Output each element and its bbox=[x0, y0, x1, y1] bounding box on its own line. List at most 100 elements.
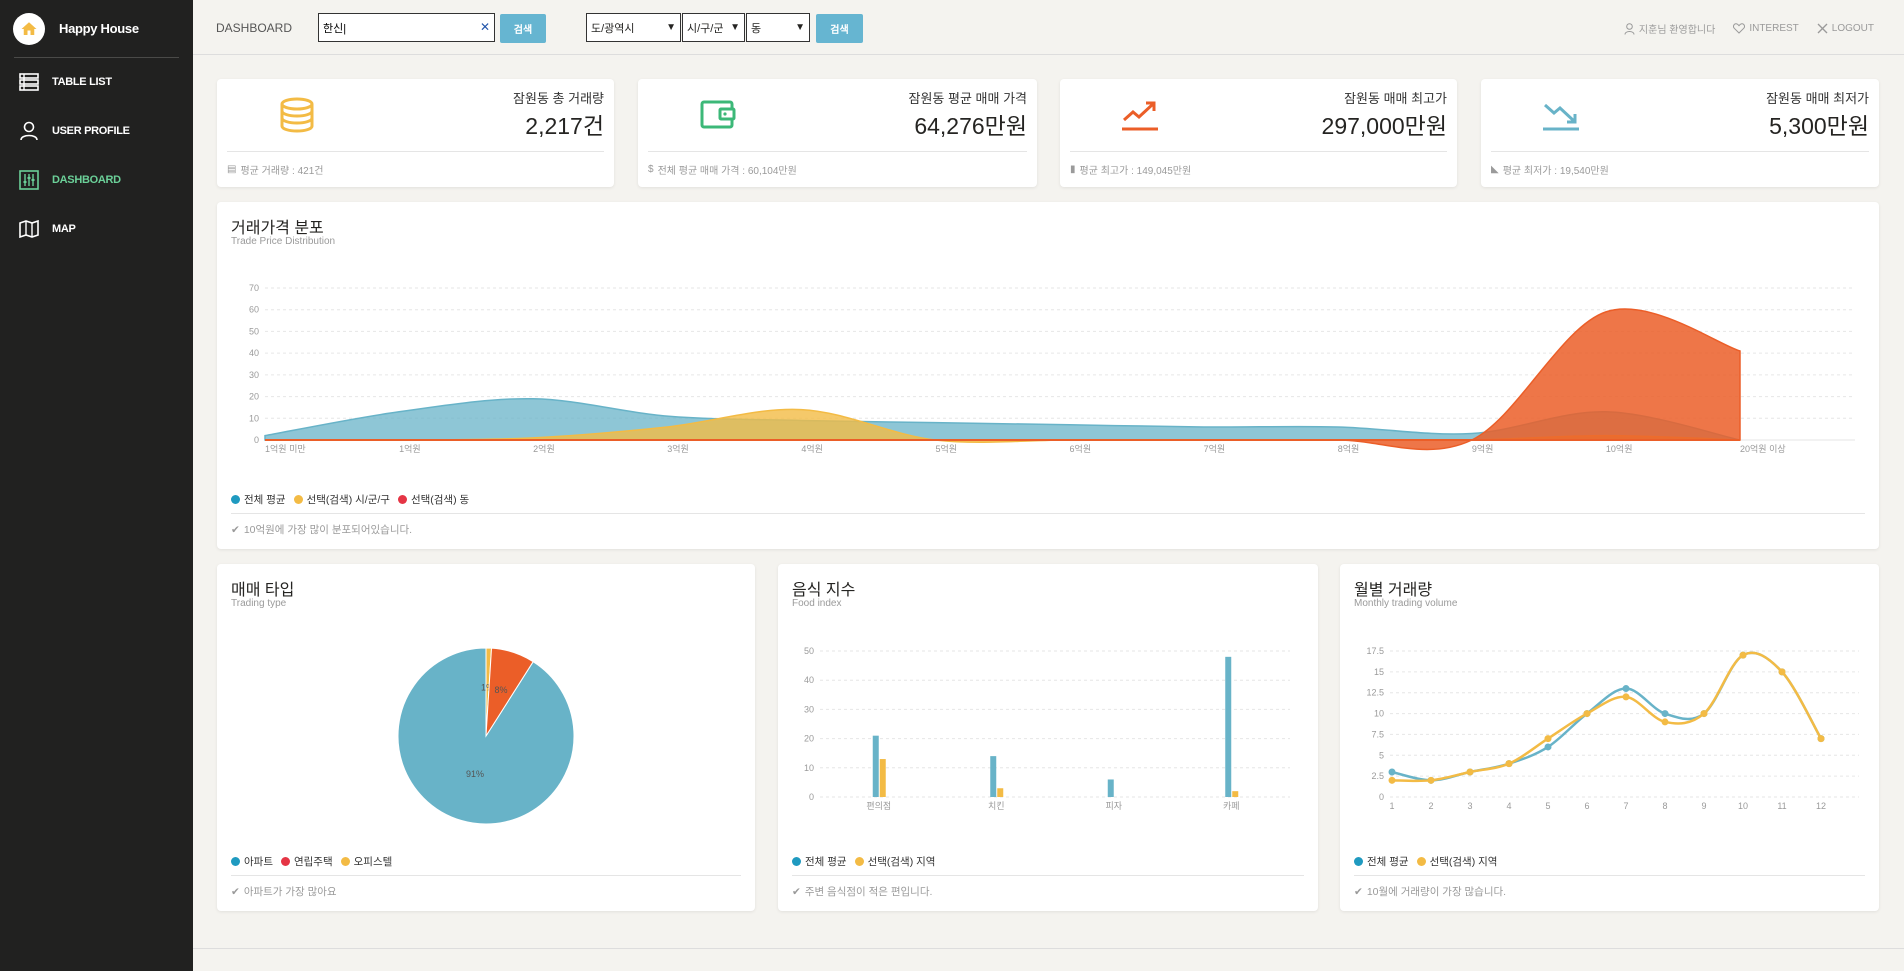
interest-link[interactable]: INTEREST bbox=[1733, 21, 1799, 36]
food-index-subtitle: Food index bbox=[792, 598, 842, 609]
pie-label: 8% bbox=[494, 685, 507, 695]
stat-card-min-price: 잠원동 매매 최저가 5,300만원 ◣ 평균 최저가 : 19,540만원 bbox=[1481, 79, 1879, 187]
line-point bbox=[1388, 768, 1396, 776]
dong-select[interactable]: 동 ▼ bbox=[746, 13, 810, 42]
legend-item: 선택(검색) 시/군/구 bbox=[293, 492, 390, 507]
x-tick-label: 7억원 bbox=[1204, 443, 1226, 454]
sidebar-item-user-profile[interactable]: USER PROFILE bbox=[0, 111, 193, 151]
legend-label: 전체 평균 bbox=[1367, 856, 1409, 868]
legend-label: 선택(검색) 지역 bbox=[1429, 856, 1498, 868]
coins-icon bbox=[280, 97, 314, 133]
search-button[interactable]: 검색 bbox=[500, 14, 546, 43]
clear-icon[interactable]: ✕ bbox=[479, 20, 490, 34]
food-index-legend: 전체 평균 선택(검색) 지역 bbox=[792, 854, 935, 869]
stat-footer: ◣ 평균 최저가 : 19,540만원 bbox=[1491, 162, 1609, 177]
x-tick-label: 20억원 이상 bbox=[1740, 443, 1786, 454]
map-icon bbox=[18, 218, 40, 240]
user-greeting: 지훈님 환영합니다 bbox=[1638, 25, 1716, 36]
logout-link[interactable]: LOGOUT bbox=[1817, 21, 1874, 36]
sidebar-item-table-list[interactable]: TABLE LIST bbox=[0, 62, 193, 102]
monthly-volume-legend: 전체 평균 선택(검색) 지역 bbox=[1354, 854, 1497, 869]
region-search-button[interactable]: 검색 bbox=[816, 14, 863, 43]
line-point bbox=[1622, 693, 1630, 701]
stat-title: 잠원동 매매 최고가 bbox=[1344, 91, 1447, 106]
trend-down-icon bbox=[1543, 103, 1579, 131]
sidebar-item-map[interactable]: MAP bbox=[0, 209, 193, 249]
legend-dot bbox=[340, 857, 350, 866]
y-tick-label: 30 bbox=[804, 704, 814, 714]
divider bbox=[648, 151, 1027, 152]
sidebar-item-dashboard[interactable]: DASHBOARD bbox=[0, 160, 193, 200]
bar bbox=[1232, 791, 1239, 797]
divider bbox=[1354, 875, 1865, 876]
line-point bbox=[1427, 776, 1435, 784]
legend-label: 전체 평균 bbox=[805, 856, 847, 868]
legend-item: 아파트 bbox=[231, 854, 273, 869]
line-point bbox=[1778, 668, 1786, 676]
stat-title: 잠원동 총 거래량 bbox=[513, 91, 604, 106]
stat-value: 64,276만원 bbox=[914, 113, 1027, 139]
bar bbox=[1225, 656, 1232, 797]
x-tick-label: 4억원 bbox=[801, 443, 823, 454]
x-tick-label: 6억원 bbox=[1070, 443, 1092, 454]
line-point bbox=[1817, 735, 1825, 743]
x-tick-label: 5 bbox=[1545, 801, 1550, 811]
line-point bbox=[1661, 718, 1669, 726]
dong-select-value: 동 bbox=[751, 22, 762, 35]
sidebar-item-label: DASHBOARD bbox=[52, 174, 121, 186]
legend-item: 전체 평균 bbox=[792, 854, 847, 869]
city-select[interactable]: 도/광역시 ▼ bbox=[586, 13, 681, 42]
y-tick-label: 0 bbox=[809, 792, 814, 802]
line-point bbox=[1583, 710, 1591, 718]
food-index-note: ✔ 주변 음식점이 적은 편입니다. bbox=[792, 884, 932, 899]
line-point bbox=[1505, 760, 1513, 768]
stat-value: 2,217건 bbox=[525, 113, 604, 139]
district-select[interactable]: 시/구/군 ▼ bbox=[682, 13, 745, 42]
x-tick-label: 카페 bbox=[1223, 801, 1240, 811]
legend-dot bbox=[1354, 857, 1363, 866]
legend-item: 오피스텔 bbox=[340, 854, 392, 869]
y-tick-label: 5 bbox=[1379, 750, 1384, 760]
table-list-icon bbox=[18, 71, 40, 93]
monthly-volume-title: 월별 거래량 bbox=[1354, 582, 1433, 599]
y-tick-label: 30 bbox=[249, 370, 259, 380]
x-tick-label: 4 bbox=[1506, 801, 1511, 811]
line-point bbox=[1661, 710, 1669, 718]
legend-label: 연립주택 bbox=[293, 856, 333, 868]
y-tick-label: 20 bbox=[249, 392, 259, 402]
legend-dot bbox=[231, 857, 240, 866]
brand-name: Happy House bbox=[59, 21, 139, 36]
legend-dot bbox=[231, 495, 240, 504]
user-greeting-link[interactable]: 지훈님 환영합니다 bbox=[1624, 21, 1715, 36]
legend-label: 아파트 bbox=[244, 856, 273, 868]
user-icon bbox=[18, 120, 40, 142]
legend-dot bbox=[293, 495, 303, 504]
trading-type-chart: 91% 1% 8% bbox=[397, 647, 575, 825]
y-tick-label: 0 bbox=[254, 435, 259, 445]
pie-label: 1% bbox=[481, 683, 494, 693]
y-tick-label: 60 bbox=[249, 305, 259, 315]
brand[interactable]: Happy House bbox=[0, 0, 193, 57]
active-caret bbox=[1893, 171, 1904, 189]
divider bbox=[231, 875, 741, 876]
x-tick-label: 8 bbox=[1662, 801, 1667, 811]
x-tick-label: 6 bbox=[1584, 801, 1589, 811]
legend-item: 연립주택 bbox=[280, 854, 333, 869]
divider bbox=[227, 151, 604, 152]
note-text: 10월에 거래량이 가장 많습니다. bbox=[1366, 886, 1507, 898]
monthly-volume-card: 월별 거래량 Monthly trading volume 0 2.5 5 7.5 10… bbox=[1340, 564, 1879, 911]
legend-label: 선택(검색) 동 bbox=[410, 494, 470, 506]
food-index-card: 음식 지수 Food index 0 10 20 30 40 50 편의점 치킨 피자 카페 전체… bbox=[778, 564, 1318, 911]
trading-type-title: 매매 타입 bbox=[231, 582, 295, 599]
wallet-icon bbox=[700, 100, 736, 129]
stat-card-average-price: 잠원동 평균 매매 가격 64,276만원 $ 전체 평균 매매 가격 : 60… bbox=[638, 79, 1037, 187]
search-input[interactable] bbox=[319, 14, 469, 41]
distribution-title: 거래가격 분포 bbox=[231, 220, 324, 237]
stat-footer: ▮ 평균 최고가 : 149,045만원 bbox=[1070, 162, 1191, 177]
y-tick-label: 12.5 bbox=[1366, 688, 1384, 698]
trading-type-subtitle: Trading type bbox=[231, 598, 287, 609]
bar-chart-icon: ▮ bbox=[1070, 164, 1076, 175]
distribution-chart: 0 10 20 30 40 50 60 70 1억원 미만 1억원 2억원 3억원 4억원 5억원 6억원 7… bbox=[249, 283, 1855, 454]
legend-item: 전체 평균 bbox=[231, 492, 286, 507]
